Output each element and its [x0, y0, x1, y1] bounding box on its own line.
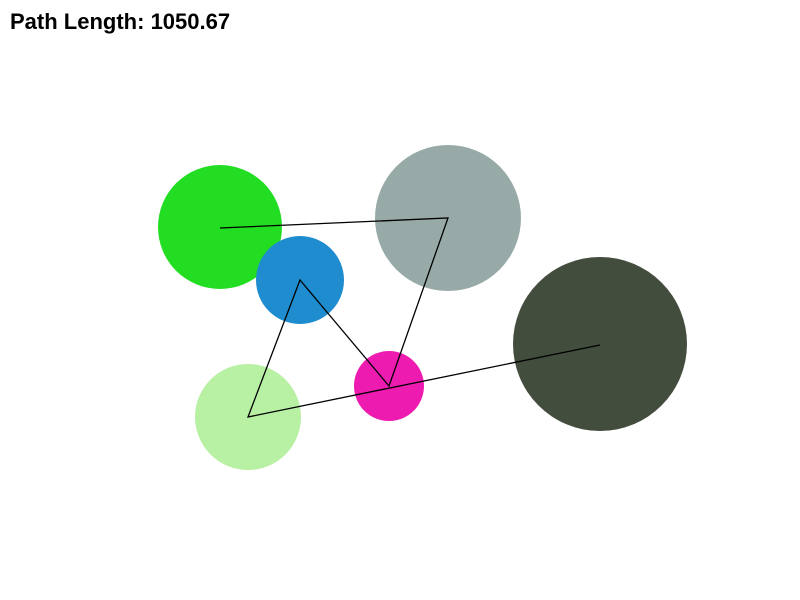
path-length-value: 1050.67 — [150, 9, 231, 34]
tour-path-line — [219, 217, 601, 418]
green-node[interactable] — [158, 165, 282, 289]
path-length-label: Path Length: — [10, 9, 145, 34]
path-layer — [219, 217, 601, 418]
path-length-readout: Path Length: 1050.67 — [10, 8, 230, 36]
nodes-layer — [158, 145, 687, 470]
dark-node[interactable] — [513, 257, 687, 431]
